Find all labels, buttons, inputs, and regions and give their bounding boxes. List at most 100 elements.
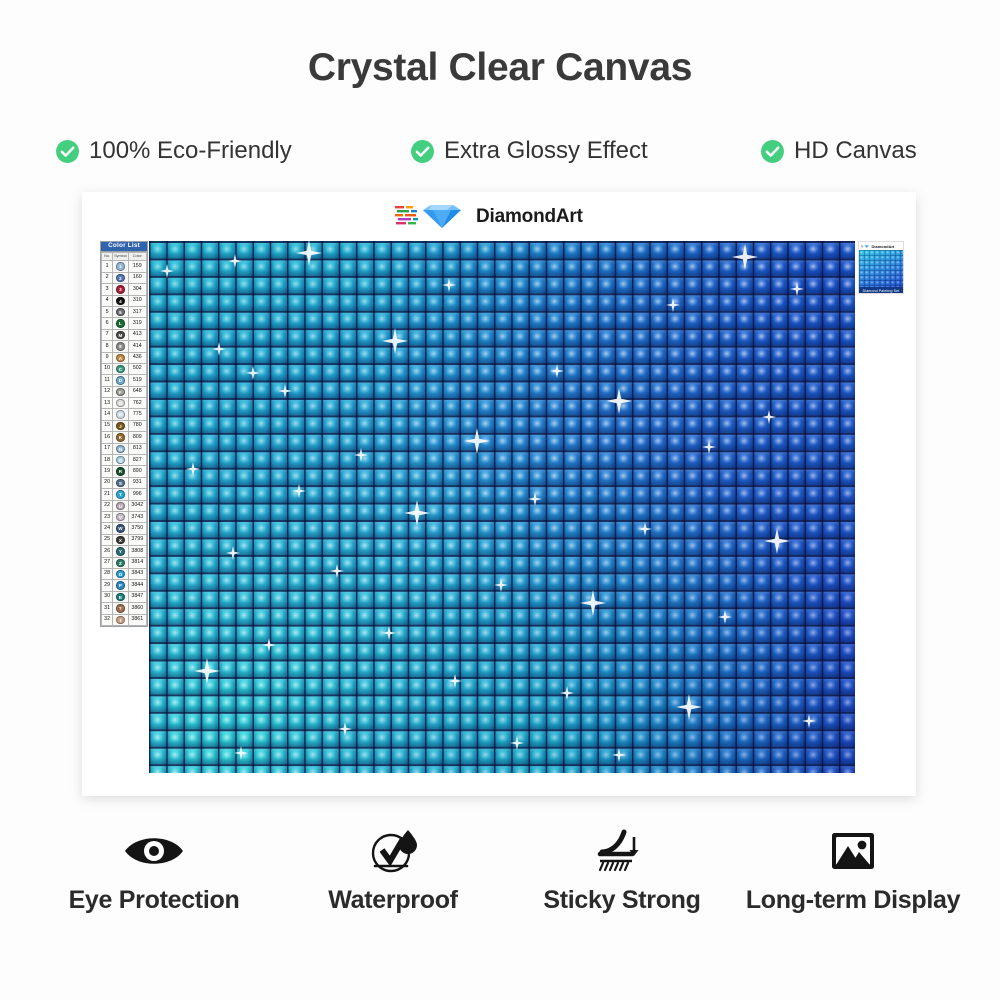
cell-no: 19 xyxy=(100,465,114,478)
cell-no: 23 xyxy=(100,510,114,524)
color-swatch: S xyxy=(116,478,125,488)
cell-no: 16 xyxy=(100,431,114,444)
cell-no: 26 xyxy=(100,545,114,558)
cell-symbol: 3 xyxy=(112,283,129,296)
cell-no: 7 xyxy=(100,328,114,342)
benefit-long-term-display: Long-term Display xyxy=(736,828,970,915)
sparkle-highlights-icon xyxy=(160,241,816,762)
column-header-symbol: Symbol xyxy=(112,252,129,262)
cell-color-code: 3847 xyxy=(127,590,148,604)
cell-symbol: Y xyxy=(112,545,129,558)
table-row: 29 P 3844 xyxy=(100,579,148,592)
cell-symbol: C xyxy=(112,362,129,376)
color-swatch: 4 xyxy=(116,296,125,305)
thumbnail-brand-name: DiamondArt xyxy=(871,243,895,249)
cell-color-code: 519 xyxy=(127,374,148,387)
table-row: 4 4 310 xyxy=(100,294,148,307)
table-row: 1 1 159 xyxy=(100,260,148,273)
check-circle-icon xyxy=(761,139,784,163)
color-swatch: Q xyxy=(116,456,125,465)
color-swatch: W xyxy=(116,524,125,533)
color-swatch: U xyxy=(116,501,125,510)
water-drop-shield-icon xyxy=(371,830,417,873)
cell-no: 9 xyxy=(100,351,114,364)
cell-color-code: 3814 xyxy=(127,556,148,569)
color-swatch: M xyxy=(116,330,125,340)
cell-color-code: 159 xyxy=(127,260,148,273)
table-row: 19 R 890 xyxy=(100,465,148,478)
benefit-label: Sticky Strong xyxy=(543,886,701,914)
canvas-bead-grid xyxy=(149,241,855,773)
table-row: 26 Y 3808 xyxy=(100,545,148,558)
cell-no: 31 xyxy=(100,602,114,615)
cell-color-code: 775 xyxy=(127,408,148,421)
table-row: 15 J 780 xyxy=(100,419,148,433)
feature-label: Extra Glossy Effect xyxy=(444,137,648,164)
table-row: 13 G 762 xyxy=(100,397,148,410)
cell-color-code: 502 xyxy=(127,362,148,376)
canvas-color-tint xyxy=(149,241,855,773)
cell-symbol: 2 xyxy=(112,271,129,285)
table-row: 9 A 436 xyxy=(100,351,148,364)
picture-frame-icon xyxy=(832,833,874,869)
diamond-logo-icon xyxy=(861,244,870,248)
cell-no: 13 xyxy=(100,397,114,410)
table-row: 12 F 648 xyxy=(100,385,148,399)
table-row: 3 3 304 xyxy=(100,283,148,296)
color-swatch: G xyxy=(116,399,125,408)
cell-color-code: 310 xyxy=(127,294,148,307)
cell-color-code: 809 xyxy=(127,431,148,444)
cell-color-code: 317 xyxy=(127,305,148,319)
cell-no: 27 xyxy=(100,556,114,569)
cell-symbol: 5 xyxy=(112,305,129,319)
cell-no: 21 xyxy=(100,488,114,501)
color-swatch: Y xyxy=(116,547,125,556)
cell-color-code: 414 xyxy=(127,340,148,353)
feature-label: HD Canvas xyxy=(794,137,917,164)
cell-symbol: Q xyxy=(112,454,129,467)
cell-symbol: Z xyxy=(112,556,129,569)
color-swatch: 2 xyxy=(116,273,125,283)
table-row: 11 D 519 xyxy=(100,374,148,387)
table-row: 6 L 319 xyxy=(100,317,148,330)
benefit-label: Eye Protection xyxy=(68,886,240,914)
table-row: 18 Q 827 xyxy=(100,454,148,467)
color-swatch: Z xyxy=(116,558,125,567)
table-row: 14 H 775 xyxy=(100,408,148,421)
cell-symbol: ? xyxy=(112,602,129,615)
cell-color-code: 3799 xyxy=(127,533,148,547)
cell-color-code: 304 xyxy=(127,283,148,296)
benefit-label: Long-term Display xyxy=(745,886,961,914)
cell-no: 6 xyxy=(100,317,114,330)
cell-color-code: 996 xyxy=(127,488,148,501)
cell-no: 28 xyxy=(100,567,114,581)
check-circle-icon xyxy=(56,139,79,163)
cell-symbol: V xyxy=(112,510,129,524)
cell-no: 10 xyxy=(100,362,114,376)
cell-color-code: 780 xyxy=(127,419,148,433)
color-swatch: I xyxy=(116,615,125,624)
cell-color-code: 319 xyxy=(127,317,148,330)
cell-no: 8 xyxy=(100,340,114,353)
cell-no: 12 xyxy=(100,385,114,399)
cell-color-code: 3860 xyxy=(127,602,148,615)
cell-no: 3 xyxy=(100,283,114,296)
table-row: 17 N 813 xyxy=(100,442,148,456)
cell-color-code: 762 xyxy=(127,397,148,410)
benefit-eye-protection: Eye Protection xyxy=(30,828,278,915)
table-row: 10 C 502 xyxy=(100,362,148,376)
cell-no: 25 xyxy=(100,533,114,547)
thumbnail-brand-bar: DiamondArt xyxy=(859,242,903,250)
color-swatch: J xyxy=(116,421,125,431)
color-swatch: N xyxy=(116,444,125,454)
cell-symbol: L xyxy=(112,317,129,330)
color-swatch: C xyxy=(116,364,125,374)
cell-symbol: A xyxy=(112,351,129,364)
column-header-color: Color xyxy=(127,252,148,262)
cell-symbol: D xyxy=(112,374,129,387)
table-row: 32 I 3861 xyxy=(100,613,148,626)
thumbnail-artwork xyxy=(859,250,903,287)
cell-symbol: I xyxy=(112,613,129,626)
color-swatch: R xyxy=(116,467,125,476)
